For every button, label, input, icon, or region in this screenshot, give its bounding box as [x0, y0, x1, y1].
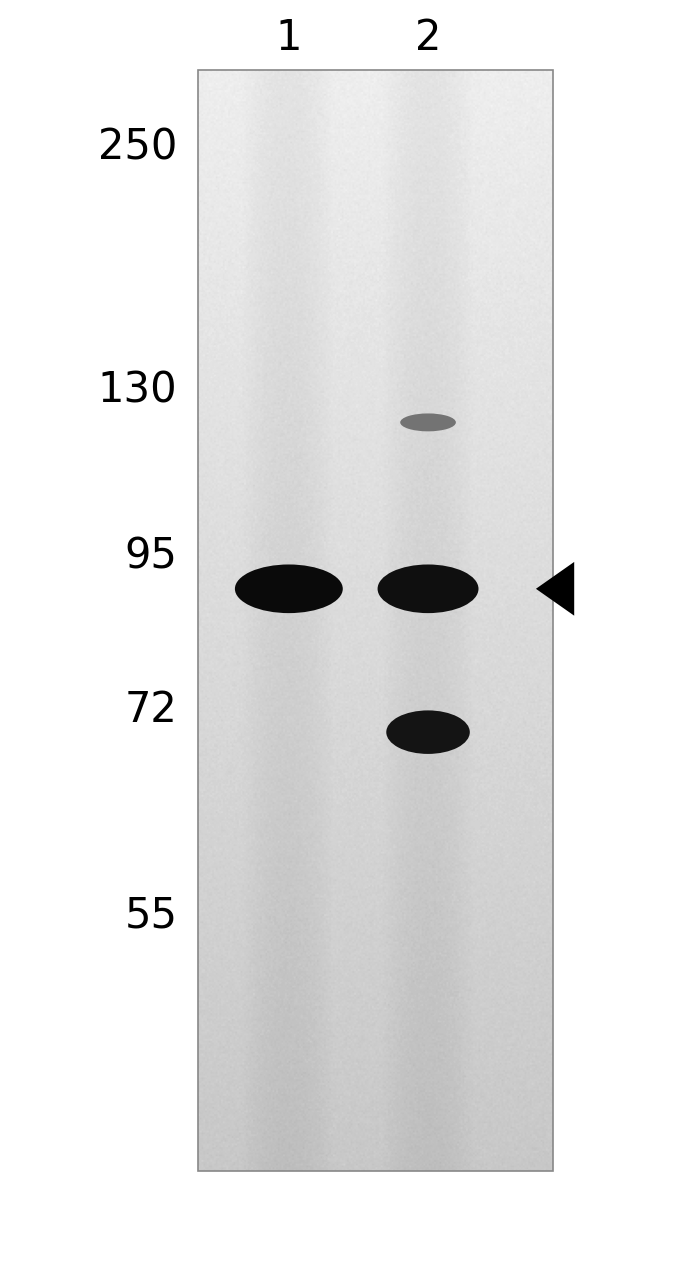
Ellipse shape — [378, 564, 479, 613]
Text: 1: 1 — [276, 18, 302, 59]
Ellipse shape — [235, 564, 342, 613]
Text: 72: 72 — [125, 690, 177, 731]
Text: 95: 95 — [125, 536, 177, 577]
Ellipse shape — [386, 710, 470, 754]
Text: 130: 130 — [98, 370, 177, 411]
Ellipse shape — [400, 413, 456, 431]
Bar — [198, 70, 553, 1171]
Polygon shape — [536, 562, 574, 616]
Text: 2: 2 — [415, 18, 441, 59]
Text: 55: 55 — [125, 895, 177, 936]
Text: 250: 250 — [98, 127, 177, 168]
